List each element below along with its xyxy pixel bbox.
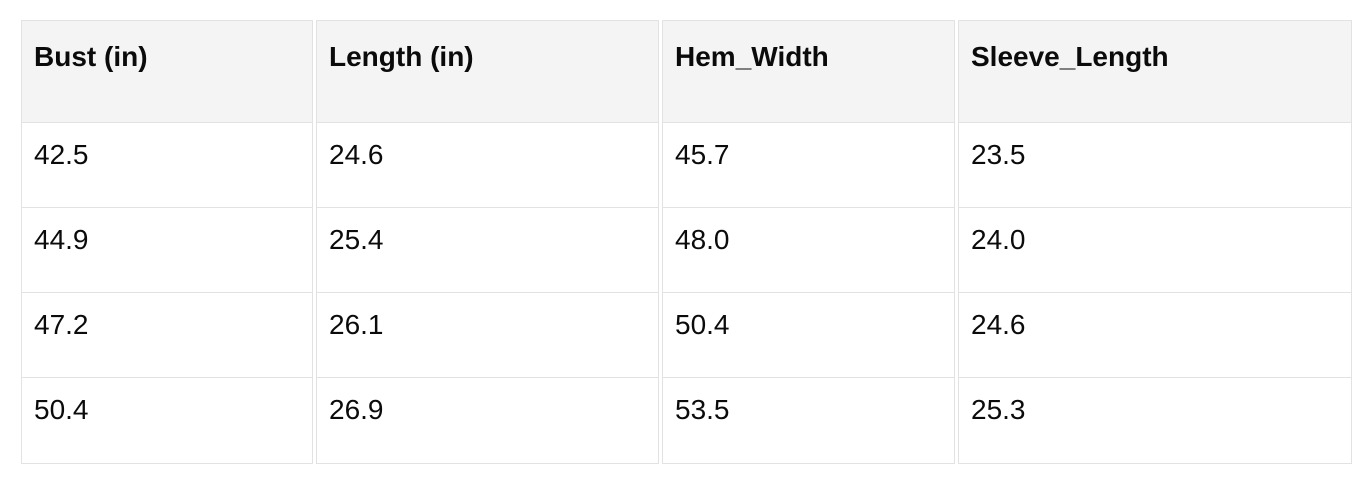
header-cell-length: Length (in) [316,20,659,123]
table-cell: 24.6 [316,123,659,208]
table-cell: 25.4 [316,208,659,293]
table-cell: 50.4 [21,378,313,464]
table-cell: 47.2 [21,293,313,378]
table-cell: 25.3 [958,378,1352,464]
table-cell: 24.6 [958,293,1352,378]
table-cell: 26.1 [316,293,659,378]
table-cell: 42.5 [21,123,313,208]
table-cell: 24.0 [958,208,1352,293]
table-cell: 53.5 [662,378,955,464]
header-cell-bust: Bust (in) [21,20,313,123]
table-cell: 23.5 [958,123,1352,208]
table-cell: 26.9 [316,378,659,464]
table-cell: 44.9 [21,208,313,293]
table-cell: 45.7 [662,123,955,208]
table-cell: 48.0 [662,208,955,293]
header-cell-sleeve-length: Sleeve_Length [958,20,1352,123]
size-chart-table: Bust (in) Length (in) Hem_Width Sleeve_L… [21,20,1352,464]
table-cell: 50.4 [662,293,955,378]
header-cell-hem-width: Hem_Width [662,20,955,123]
